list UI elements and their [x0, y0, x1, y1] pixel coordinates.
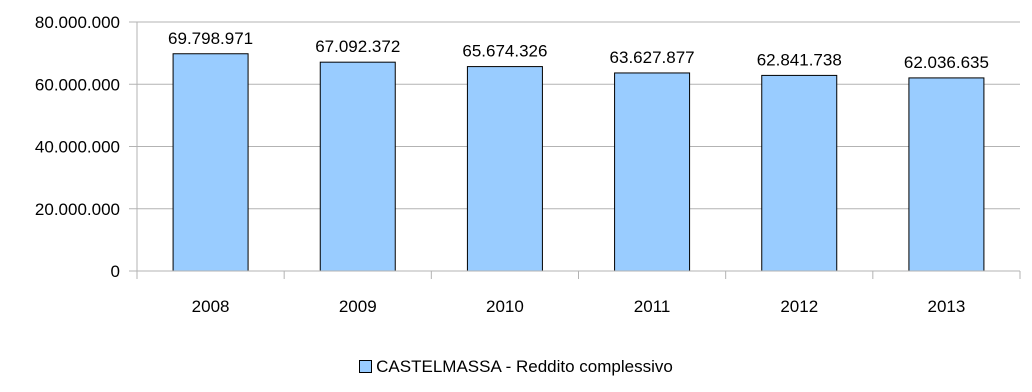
y-tick-label: 40.000.000: [35, 138, 120, 157]
legend-swatch: [359, 360, 373, 373]
x-tick-label: 2009: [339, 297, 377, 316]
y-tick-label: 60.000.000: [35, 75, 120, 94]
bar-2010: [466, 66, 543, 272]
legend-label: CASTELMASSA - Reddito complessivo: [376, 357, 673, 376]
y-tick-label: 20.000.000: [35, 200, 120, 219]
y-tick-labels: 0 20.000.000 40.000.000 60.000.000 80.000.00…: [35, 13, 120, 281]
bar-2009: [319, 61, 396, 272]
data-labels: 69.798.971 67.092.372 65.674.326 63.627.877…: [168, 29, 989, 72]
data-label: 62.036.635: [904, 53, 989, 72]
y-tick-label: 0: [111, 262, 120, 281]
bar-2011: [614, 72, 691, 272]
x-tick-label: 2010: [486, 297, 524, 316]
y-tick-label: 80.000.000: [35, 13, 120, 32]
data-label: 69.798.971: [168, 29, 253, 48]
data-label: 62.841.738: [757, 50, 842, 69]
data-label: 63.627.877: [610, 48, 695, 67]
legend: CASTELMASSA - Reddito complessivo: [0, 357, 1032, 377]
bar-2013: [908, 77, 985, 272]
data-label: 65.674.326: [462, 42, 547, 61]
bar-2008: [172, 53, 249, 272]
gridlines: [137, 21, 1020, 210]
data-label: 67.092.372: [315, 37, 400, 56]
x-tick-labels: 2008 2009 2010 2011 2012 2013: [192, 297, 966, 316]
bars: [172, 53, 985, 272]
x-tick-label: 2011: [634, 297, 671, 316]
x-tick-label: 2008: [192, 297, 230, 316]
x-tick-label: 2012: [780, 297, 818, 316]
x-tick-label: 2013: [928, 297, 966, 316]
bar-2012: [761, 74, 838, 272]
axes: [129, 21, 1021, 279]
